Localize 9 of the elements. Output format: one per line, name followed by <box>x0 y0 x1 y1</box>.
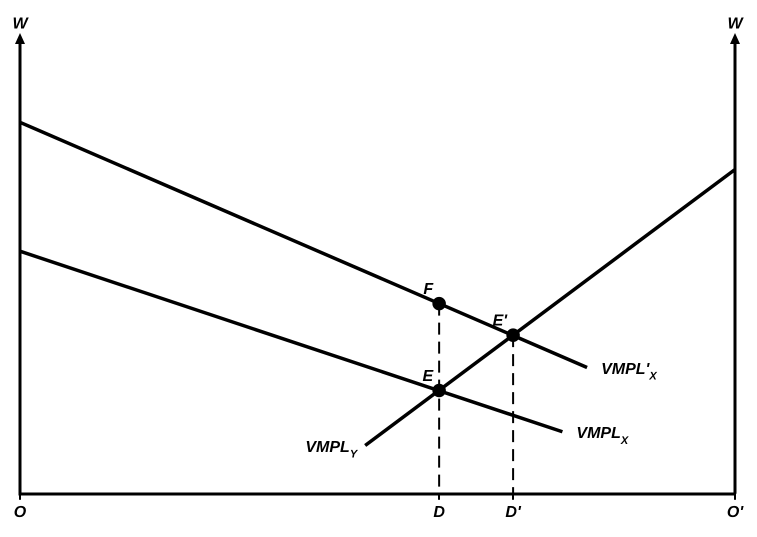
text: W <box>12 15 30 32</box>
annotation: E' <box>492 312 508 330</box>
annotation: F <box>423 281 434 298</box>
x-tick-label: O <box>14 504 27 521</box>
x-tick-label: O' <box>726 504 744 521</box>
x-tick-label: D <box>433 504 446 521</box>
x-tick-label: D' <box>505 504 522 521</box>
annotation: E <box>422 368 434 385</box>
text: W <box>727 15 744 32</box>
